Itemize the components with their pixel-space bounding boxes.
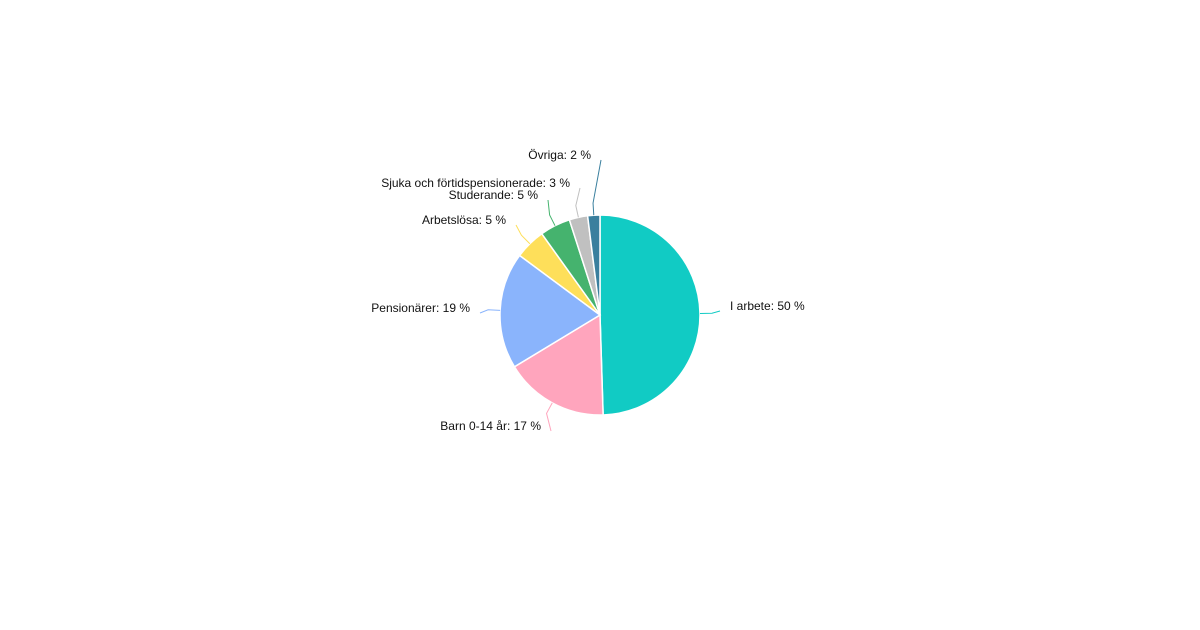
connector [547, 199, 556, 226]
connector [699, 310, 721, 314]
connector [515, 224, 531, 245]
connector [479, 309, 501, 314]
connector [592, 159, 602, 216]
connector [575, 187, 581, 218]
connector [545, 402, 553, 432]
data-label: Studerande: 5 % [449, 188, 539, 202]
data-label: Pensionärer: 19 % [371, 301, 470, 315]
pie-slice [499, 254, 602, 368]
data-label: Sjuka och förtidspensionerade: 3 % [381, 176, 570, 190]
pie-slice [599, 214, 701, 416]
pie-slice [513, 313, 604, 416]
data-label: I arbete: 50 % [730, 299, 805, 313]
data-label: Barn 0-14 år: 17 % [440, 419, 541, 433]
data-label: Övriga: 2 % [528, 148, 591, 162]
data-label: Arbetslösa: 5 % [422, 213, 506, 227]
